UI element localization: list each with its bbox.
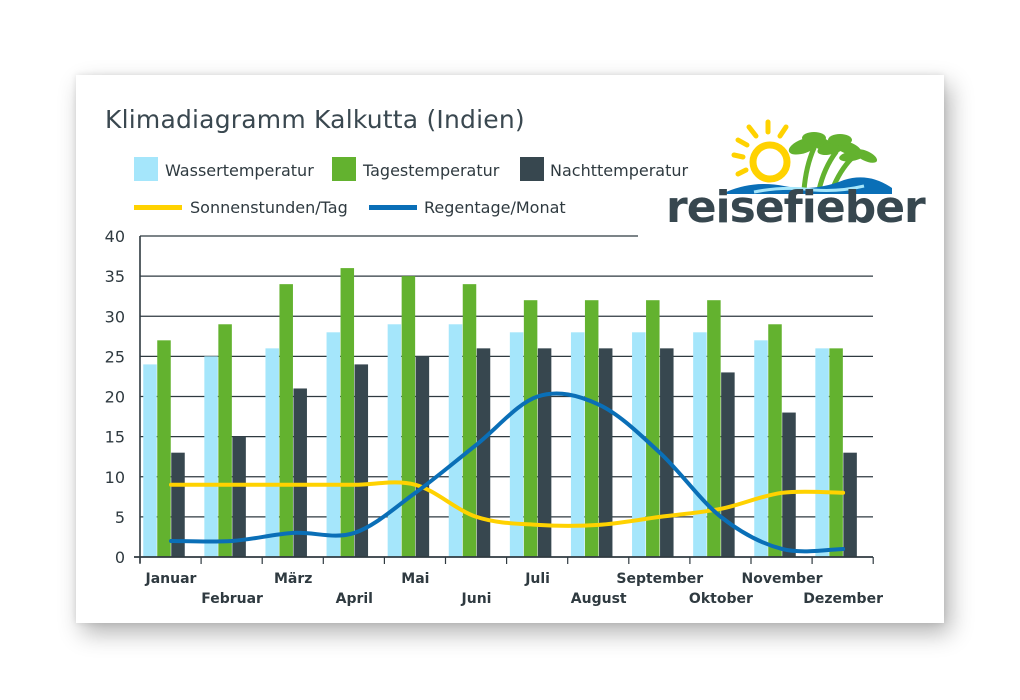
legend-label-regentage: Regentage/Monat	[424, 198, 566, 217]
bar-nachttemperatur-januar	[171, 452, 185, 557]
bar-wassertemperatur-juli	[509, 332, 524, 557]
bar-nachttemperatur-september	[660, 348, 674, 557]
bar-wassertemperatur-februar	[204, 356, 218, 557]
y-tick-label-15: 15	[105, 428, 125, 447]
bar-tagestemperatur-oktober	[707, 300, 721, 557]
bar-tagestemperatur-januar	[157, 340, 171, 557]
legend-label-sonnenstunden: Sonnenstunden/Tag	[190, 198, 348, 217]
bar-nachttemperatur-juli	[537, 348, 552, 557]
line-sonnenstunden-tag	[169, 480, 846, 528]
bar-tagestemperatur-mai	[401, 276, 416, 557]
y-tick-label-40: 40	[105, 227, 125, 246]
bar-nachttemperatur-mai	[415, 356, 430, 557]
bar-tagestemperatur-märz	[279, 284, 293, 557]
reisefieber-logo: reisefieber	[664, 118, 926, 243]
legend-swatch-wassertemperatur	[134, 157, 158, 181]
logo-text: reisefieber	[666, 182, 926, 233]
bar-wassertemperatur-dezember	[815, 348, 829, 557]
x-tick-label-oktober: Oktober	[689, 591, 753, 607]
bar-tagestemperatur-dezember	[829, 348, 843, 557]
x-tick-label-mai: Mai	[401, 571, 429, 587]
bar-wassertemperatur-märz	[265, 348, 279, 557]
bar-wassertemperatur-oktober	[693, 332, 707, 557]
x-tick-label-januar: Januar	[145, 571, 197, 587]
bar-tagestemperatur-september	[646, 300, 660, 557]
legend-label-nachttemperatur: Nachttemperatur	[550, 161, 689, 180]
bar-nachttemperatur-februar	[232, 436, 246, 557]
x-tick-label-august: August	[571, 591, 627, 607]
y-tick-label-0: 0	[115, 548, 125, 567]
y-tick-label-25: 25	[105, 347, 125, 366]
bar-wassertemperatur-november	[754, 340, 768, 557]
legend-swatch-tagestemperatur	[332, 157, 356, 181]
bar-wassertemperatur-mai	[387, 324, 402, 557]
bar-tagestemperatur-februar	[218, 324, 232, 557]
y-tick-label-30: 30	[105, 307, 125, 326]
y-tick-label-5: 5	[115, 508, 125, 527]
x-tick-label-april: April	[336, 591, 373, 607]
x-tick-label-juni: Juni	[461, 591, 492, 607]
bar-nachttemperatur-märz	[293, 388, 307, 557]
bar-tagestemperatur-august	[584, 300, 599, 557]
bar-nachttemperatur-april	[354, 364, 369, 557]
sun-palm-logo-icon	[726, 119, 892, 194]
chart-title: Klimadiagramm Kalkutta (Indien)	[105, 105, 525, 134]
legend-label-tagestemperatur: Tagestemperatur	[363, 161, 500, 180]
x-tick-label-februar: Februar	[201, 591, 263, 607]
bar-tagestemperatur-juli	[523, 300, 538, 557]
bar-nachttemperatur-oktober	[721, 372, 735, 557]
y-tick-label-20: 20	[105, 388, 125, 407]
bar-nachttemperatur-november	[782, 412, 796, 557]
legend-swatch-nachttemperatur	[520, 157, 544, 181]
bar-nachttemperatur-juni	[476, 348, 491, 557]
x-tick-label-juli: Juli	[524, 571, 550, 587]
x-tick-label-november: November	[742, 571, 823, 587]
x-tick-label-märz: März	[274, 571, 312, 587]
legend-swatch-sonnenstunden	[134, 205, 182, 210]
bar-tagestemperatur-juni	[462, 284, 477, 557]
bar-wassertemperatur-august	[570, 332, 585, 557]
bar-wassertemperatur-april	[326, 332, 341, 557]
bar-wassertemperatur-juni	[448, 324, 463, 557]
legend-label-wassertemperatur: Wassertemperatur	[165, 161, 314, 180]
y-tick-label-10: 10	[105, 468, 125, 487]
bar-wassertemperatur-januar	[143, 364, 157, 557]
bar-nachttemperatur-dezember	[843, 452, 857, 557]
legend-swatch-regentage	[369, 205, 417, 210]
bar-tagestemperatur-april	[340, 268, 355, 557]
bar-nachttemperatur-august	[598, 348, 613, 557]
x-tick-label-september: September	[616, 571, 703, 587]
bar-tagestemperatur-november	[768, 324, 782, 557]
line-regentage-monat	[169, 391, 846, 554]
bar-wassertemperatur-september	[632, 332, 646, 557]
y-tick-label-35: 35	[105, 267, 125, 286]
x-tick-label-dezember: Dezember	[803, 591, 883, 607]
